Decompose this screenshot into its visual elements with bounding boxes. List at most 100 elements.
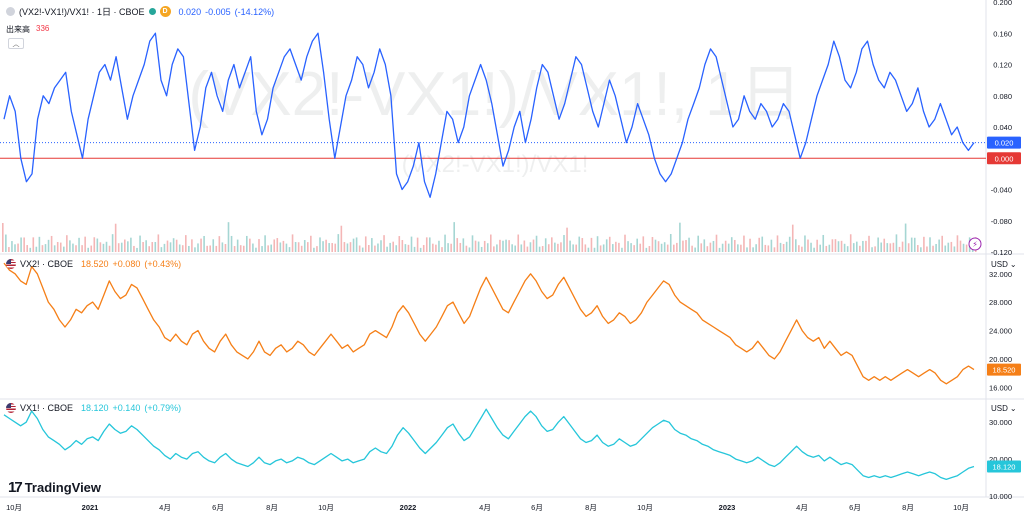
- volume-bar: [209, 245, 211, 252]
- pane3-legend: VX1! · CBOE 18.120 +0.140 (+0.79%): [6, 403, 181, 413]
- pane3-currency[interactable]: USD ⌄: [991, 404, 1017, 413]
- pane2-change: +0.080: [112, 259, 141, 269]
- chevron-down-icon: ⌄: [1009, 404, 1017, 413]
- tradingview-mark-icon: 17: [8, 479, 23, 496]
- pane2-change-pct: (+0.43%): [144, 259, 182, 269]
- pane2-axis-tick: 16.000: [989, 383, 1012, 392]
- volume-bars: [2, 222, 977, 252]
- volume-bar: [490, 234, 492, 252]
- pane1-symbol[interactable]: (VX2!-VX1!)/VX1! · 1日 · CBOE: [19, 7, 145, 17]
- volume-bar: [279, 242, 282, 252]
- volume-bar: [197, 243, 199, 252]
- volume-bar: [120, 242, 123, 252]
- chevron-down-icon: ⌄: [1009, 260, 1017, 269]
- volume-bar: [581, 238, 584, 252]
- volume-bar: [965, 244, 968, 252]
- volume-bar: [368, 245, 370, 252]
- volume-bar: [407, 244, 410, 252]
- volume-bar: [584, 244, 587, 252]
- volume-bar: [340, 225, 343, 252]
- volume-bar: [203, 235, 205, 252]
- volume-bar: [230, 235, 233, 252]
- volume-bar: [2, 223, 4, 252]
- volume-bar: [218, 236, 221, 252]
- volume-bar: [175, 239, 178, 252]
- volume-bar: [962, 243, 965, 252]
- pane2-symbol[interactable]: VX2! · CBOE: [20, 259, 74, 269]
- volume-bar: [703, 239, 706, 252]
- volume-bar: [404, 244, 407, 252]
- volume-bar: [212, 239, 215, 252]
- volume-bar: [310, 235, 312, 252]
- pane3-symbol[interactable]: VX1! · CBOE: [20, 403, 74, 413]
- volume-bar: [127, 241, 129, 252]
- volume-bar: [557, 243, 559, 252]
- pane3-price-tag-label: 18.120: [993, 462, 1016, 471]
- volume-bar: [50, 235, 53, 252]
- volume-bar: [917, 245, 919, 252]
- volume-bar: [300, 245, 303, 252]
- volume-bar: [630, 243, 632, 252]
- volume-bar: [480, 246, 483, 252]
- volume-bar: [191, 239, 193, 252]
- volume-bar: [517, 234, 520, 252]
- volume-bar: [69, 240, 71, 252]
- volume-bar: [651, 237, 654, 252]
- volume-bar: [685, 240, 687, 252]
- pane1-series-line: [3, 32, 975, 198]
- volume-bar: [566, 227, 568, 252]
- volume-bar: [883, 238, 886, 252]
- volume-bar: [639, 243, 642, 252]
- volume-bar: [139, 235, 141, 252]
- volume-bar: [541, 246, 544, 252]
- volume-bar: [734, 239, 736, 252]
- volume-bar: [709, 242, 712, 252]
- volume-bar: [874, 246, 876, 252]
- volume-bar: [96, 238, 99, 252]
- symbol-circle-icon: [6, 7, 15, 16]
- volume-bar: [593, 247, 596, 252]
- volume-bar: [114, 223, 117, 252]
- volume-bar: [358, 245, 361, 252]
- volume-bar: [666, 244, 669, 252]
- volume-bar: [624, 234, 626, 252]
- volume-bar: [486, 243, 489, 252]
- us-flag-icon: [6, 259, 16, 269]
- volume-label[interactable]: 出来高: [6, 25, 30, 34]
- volume-bar: [502, 240, 504, 252]
- pane3-series-line: [3, 408, 975, 481]
- volume-bar: [493, 246, 495, 252]
- volume-bar: [438, 240, 440, 252]
- volume-bar: [941, 235, 943, 252]
- volume-bar: [371, 238, 373, 252]
- volume-bar: [124, 239, 126, 252]
- pane2-axis-tick: 20.000: [989, 355, 1012, 364]
- volume-bar: [694, 247, 696, 252]
- volume-bar: [352, 238, 355, 252]
- volume-bar: [913, 237, 916, 252]
- volume-bar: [612, 244, 614, 252]
- volume-bar: [14, 244, 16, 252]
- volume-bar: [956, 235, 959, 252]
- volume-bar: [261, 246, 263, 252]
- volume-bar: [108, 245, 111, 252]
- volume-bar: [166, 240, 169, 252]
- volume-bar: [706, 246, 709, 252]
- pane3-axis-tick: 10.000: [989, 492, 1012, 501]
- pane2-currency[interactable]: USD ⌄: [991, 260, 1017, 269]
- volume-bar: [673, 244, 675, 252]
- time-axis-label: 4月: [159, 503, 171, 512]
- collapse-legend-button[interactable]: ︿: [8, 38, 24, 49]
- time-axis-label: 10月: [6, 503, 22, 512]
- time-axis-label: 6月: [212, 503, 224, 512]
- lightning-icon: [968, 237, 982, 251]
- volume-bar: [465, 245, 468, 252]
- volume-bar: [926, 246, 928, 252]
- volume-bar: [633, 245, 635, 252]
- tradingview-logo[interactable]: 17 TradingView: [8, 479, 101, 496]
- volume-bar: [935, 243, 937, 252]
- volume-bar: [456, 238, 459, 252]
- volume-bar: [8, 247, 10, 252]
- volume-bar: [416, 237, 419, 252]
